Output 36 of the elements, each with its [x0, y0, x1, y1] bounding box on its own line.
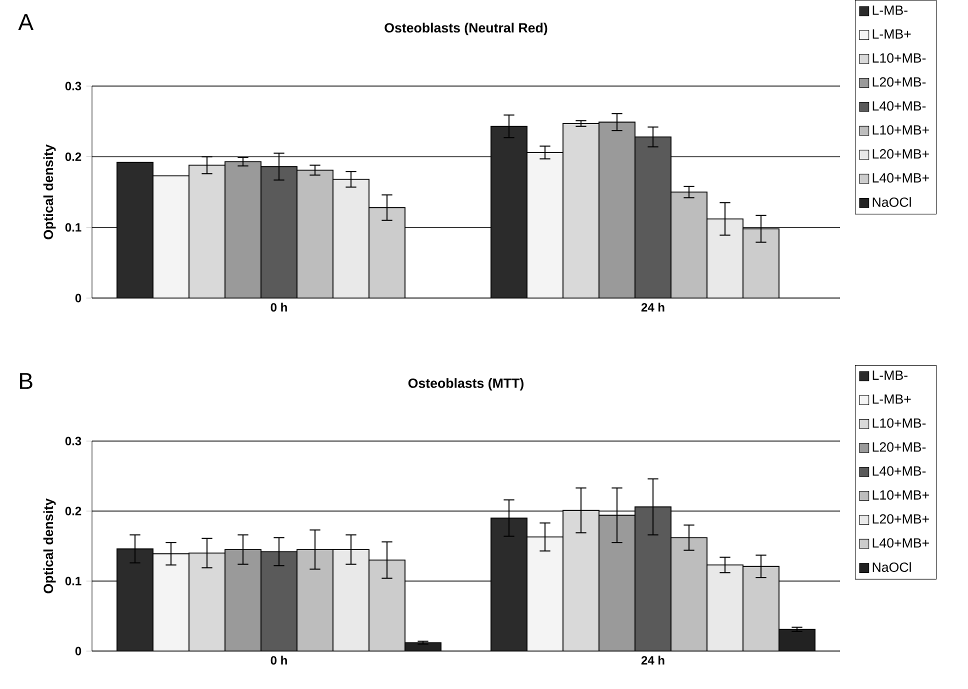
y-tick-label: 0 — [75, 646, 82, 656]
legend-label: L40+MB+ — [872, 538, 929, 548]
y-tick-label: 0.1 — [65, 223, 82, 232]
x-tick-label: 24 h — [641, 656, 664, 664]
chart-title: Osteoblasts (Neutral Red) — [384, 22, 548, 36]
x-tick-label: 24 h — [641, 302, 664, 312]
legend-label: L10+MB- — [872, 53, 926, 63]
legend-label: L40+MB+ — [872, 173, 929, 183]
legend-label: NaOCl — [872, 197, 911, 207]
y-tick-label: 0.2 — [65, 506, 82, 516]
legend-label: L40+MB- — [872, 466, 926, 476]
y-axis-title: Optical density — [43, 144, 56, 240]
chart-title: Osteoblasts (MTT) — [408, 378, 524, 391]
legend-label: L10+MB- — [872, 418, 926, 428]
y-tick-label: 0.2 — [65, 152, 82, 161]
text: B — [20, 373, 32, 389]
legend-label: L20+MB- — [872, 442, 926, 452]
legend-label: L20+MB+ — [872, 149, 929, 159]
legend-label: NaOCl — [872, 562, 911, 572]
legend-label: L40+MB- — [872, 101, 926, 111]
y-axis-title: Optical density — [43, 498, 56, 594]
legend-label: L-MB- — [872, 370, 908, 380]
x-tick-label: 0 h — [270, 302, 287, 312]
y-tick-label: 0 — [75, 294, 82, 302]
legend-label: L10+MB+ — [872, 490, 929, 500]
legend-label: L10+MB+ — [872, 125, 929, 135]
y-tick-label: 0.3 — [65, 436, 82, 446]
legend-label: L20+MB+ — [872, 514, 929, 524]
text: A — [18, 14, 34, 30]
x-tick-label: 0 h — [270, 656, 287, 665]
legend-label: L20+MB- — [872, 77, 926, 87]
legend-label: L-MB+ — [872, 29, 911, 39]
legend-label: L-MB- — [872, 6, 908, 15]
y-tick-label: 0.3 — [65, 82, 82, 90]
legend-label: L-MB+ — [872, 394, 911, 404]
y-tick-label: 0.1 — [65, 576, 82, 586]
